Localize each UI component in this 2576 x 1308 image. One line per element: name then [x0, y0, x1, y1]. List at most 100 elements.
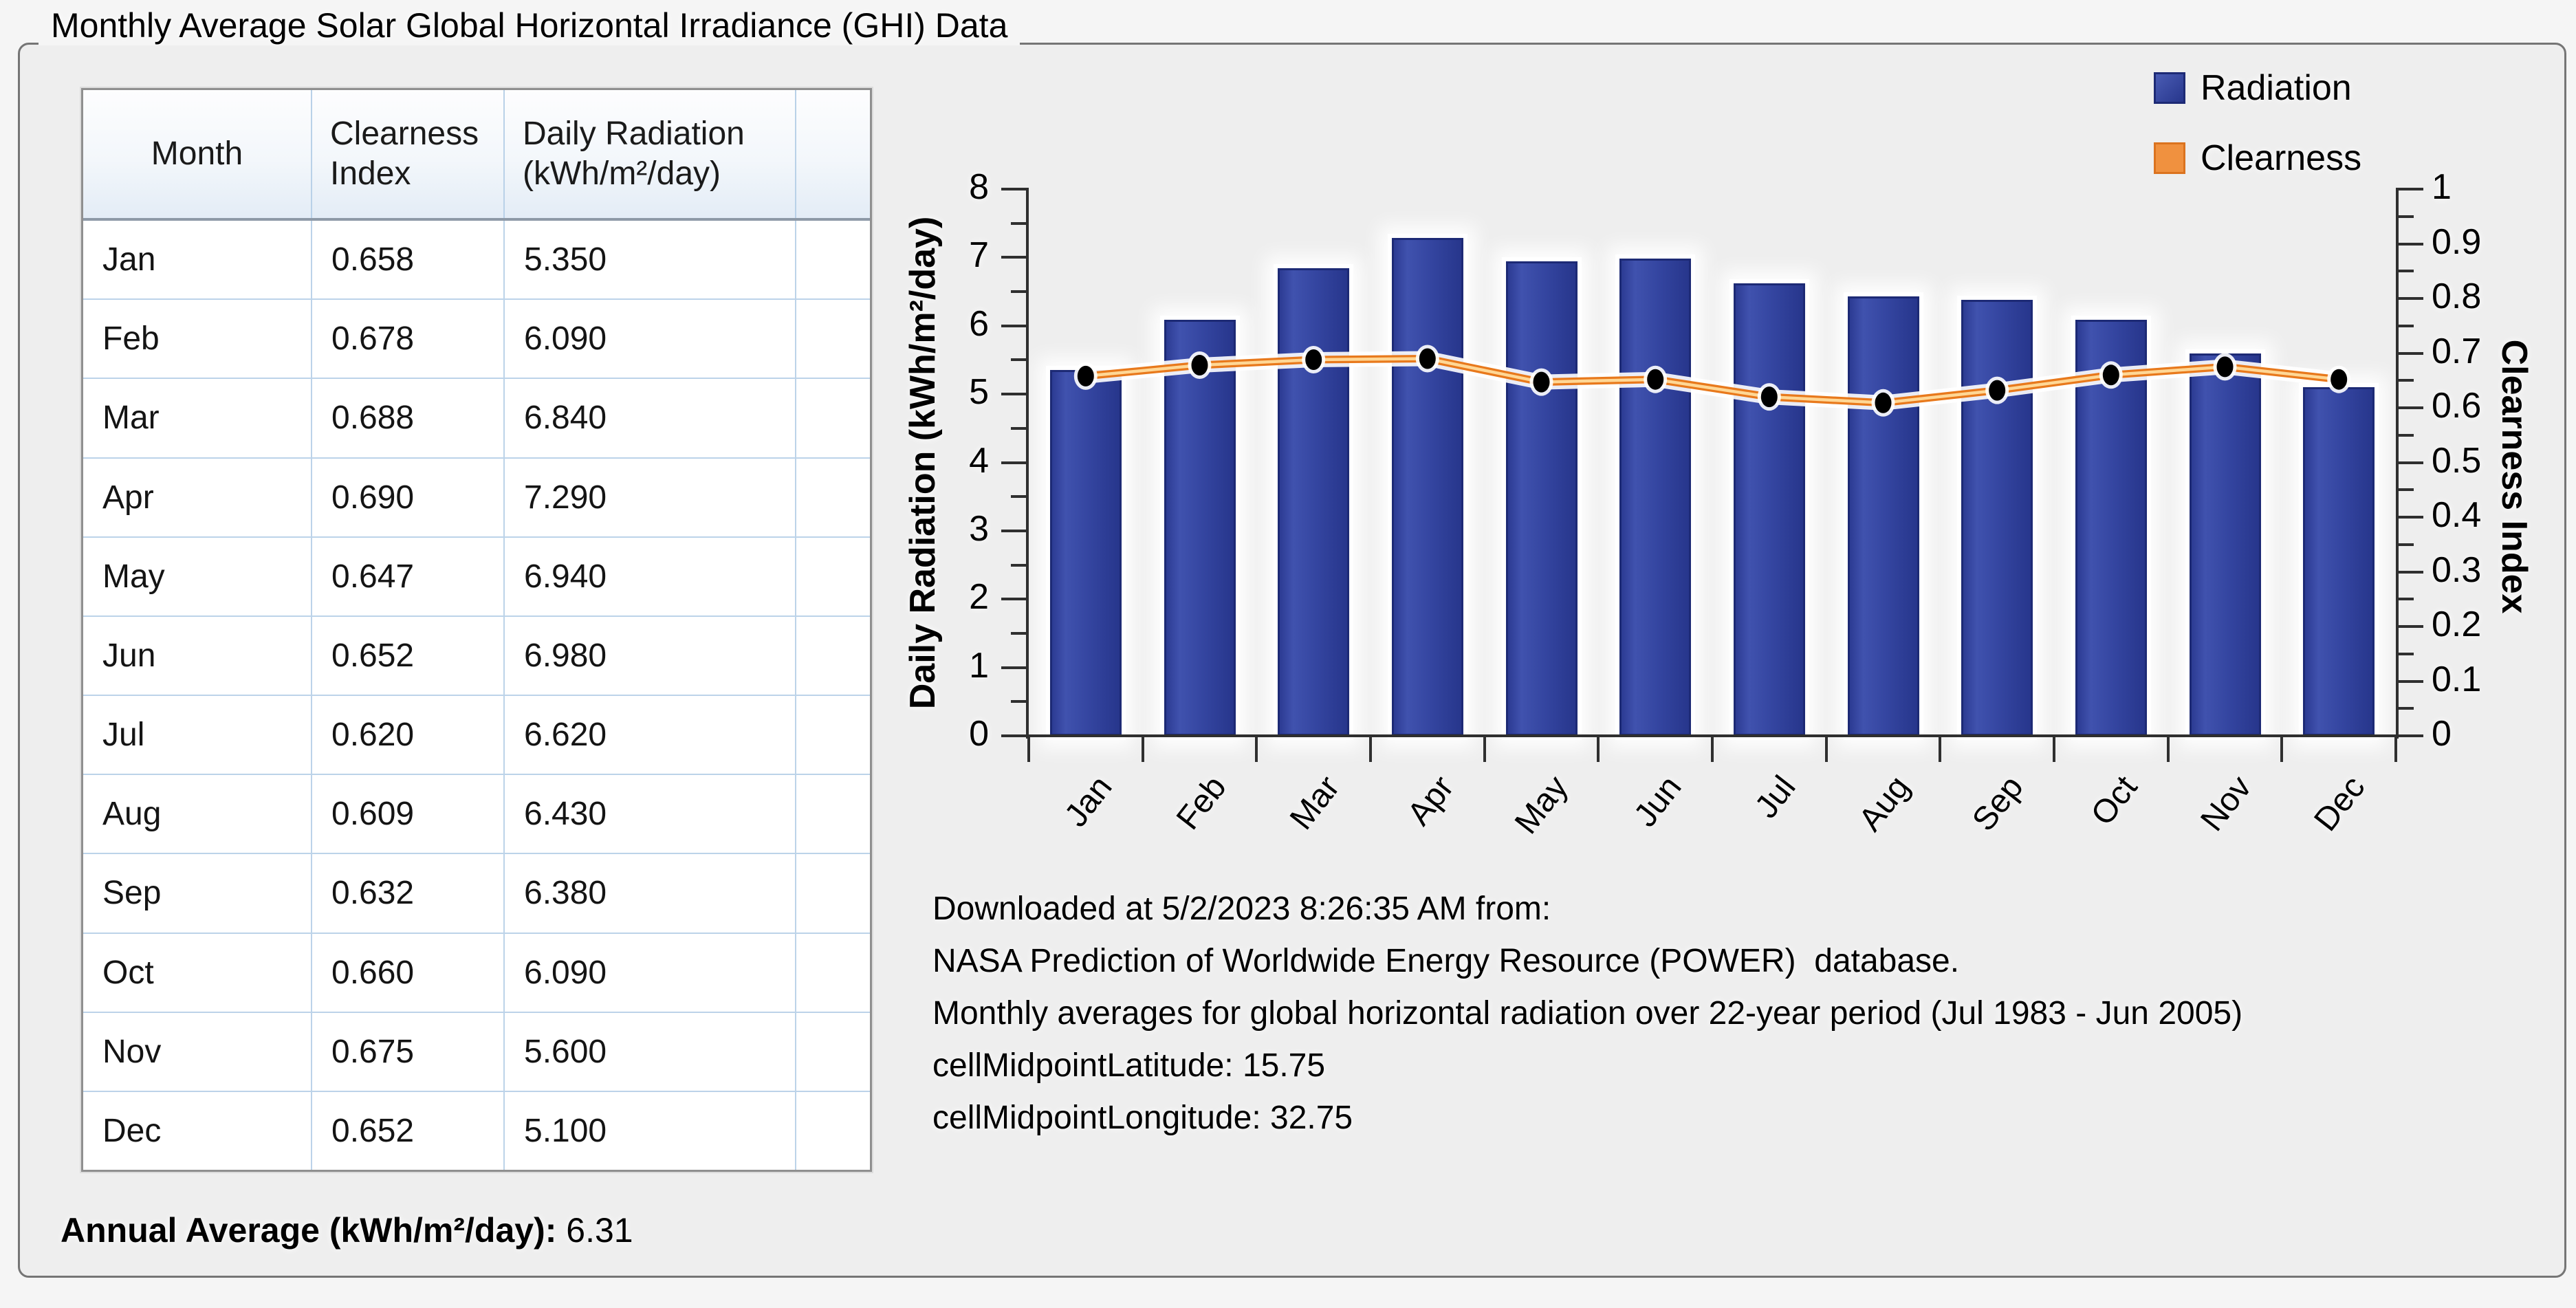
left-axis-tick-label: 8: [969, 167, 989, 207]
right-axis-tick: [2399, 598, 2414, 601]
cell-radiation-oct[interactable]: 6.090: [505, 933, 796, 1012]
cell-clearness-jan[interactable]: 0.658: [312, 221, 505, 299]
left-axis-tick: [1001, 598, 1026, 601]
cell-clearness-mar[interactable]: 0.688: [312, 379, 505, 457]
cell-radiation-mar[interactable]: 6.840: [505, 379, 796, 457]
left-axis-tick: [1001, 393, 1026, 396]
cell-empty-jul: [796, 696, 870, 774]
bar-mar: [1278, 268, 1350, 736]
cell-clearness-feb[interactable]: 0.678: [312, 300, 505, 378]
marker-aug: [1875, 392, 1892, 413]
x-axis-tick: [2394, 736, 2397, 762]
left-axis-tick-label: 3: [969, 508, 989, 549]
marker-mar: [1305, 349, 1322, 370]
right-axis-tick-label: 1: [2432, 167, 2452, 207]
cell-empty-feb: [796, 300, 870, 378]
cell-radiation-jun[interactable]: 6.980: [505, 616, 796, 695]
table-row-mar: Mar 0.688 6.840: [83, 379, 870, 459]
marker-may: [1533, 371, 1550, 393]
cell-radiation-jul[interactable]: 6.620: [505, 696, 796, 774]
left-axis-tick: [1001, 666, 1026, 669]
cell-radiation-aug[interactable]: 6.430: [505, 775, 796, 853]
cell-empty-mar: [796, 379, 870, 457]
table-row-jan: Jan 0.658 5.350: [83, 221, 870, 301]
right-axis-tick: [2399, 625, 2423, 628]
cell-radiation-sep[interactable]: 6.380: [505, 854, 796, 933]
cell-radiation-jan[interactable]: 5.350: [505, 221, 796, 299]
cell-clearness-may[interactable]: 0.647: [312, 537, 505, 615]
cell-month-jul: Jul: [83, 696, 312, 774]
cell-radiation-nov[interactable]: 5.600: [505, 1012, 796, 1091]
cell-radiation-feb[interactable]: 6.090: [505, 300, 796, 378]
cell-clearness-sep[interactable]: 0.632: [312, 854, 505, 933]
x-axis-label-nov: Nov: [2193, 769, 2259, 838]
cell-clearness-jul[interactable]: 0.620: [312, 696, 505, 774]
left-axis-tick: [1001, 256, 1026, 259]
legend-label-radiation: Radiation: [2201, 68, 2352, 108]
right-axis-tick: [2399, 297, 2423, 300]
right-axis-tick-label: 0.4: [2432, 495, 2482, 535]
left-axis-tick-label: 7: [969, 235, 989, 276]
left-axis-tick: [1001, 188, 1026, 190]
table-header-row: Month Clearness Index Daily Radiation (kWh/m…: [83, 90, 870, 221]
cell-radiation-apr[interactable]: 7.290: [505, 458, 796, 536]
right-axis-tick: [2399, 406, 2423, 409]
col-header-daily-radiation: Daily Radiation (kWh/m²/day): [505, 90, 796, 218]
cell-clearness-jun[interactable]: 0.652: [312, 616, 505, 695]
right-axis-line: [2396, 188, 2399, 739]
marker-oct: [2102, 364, 2119, 386]
marker-jan: [1077, 365, 1094, 386]
legend-swatch-clearness: [2154, 142, 2185, 174]
x-axis-label-oct: Oct: [2084, 769, 2145, 833]
table-row-nov: Nov 0.675 5.600: [83, 1012, 870, 1092]
cell-month-oct: Oct: [83, 933, 312, 1012]
cell-clearness-apr[interactable]: 0.690: [312, 458, 505, 536]
left-axis-tick: [1001, 529, 1026, 532]
cell-empty-jun: [796, 617, 870, 695]
source-text-line-3: Monthly averages for global horizontal r…: [932, 995, 2243, 1032]
bar-sep: [1961, 300, 2033, 736]
x-axis-tick: [1483, 736, 1486, 762]
cell-clearness-aug[interactable]: 0.609: [312, 775, 505, 853]
right-axis-tick: [2399, 324, 2414, 327]
table-row-jun: Jun 0.652 6.980: [83, 616, 870, 697]
marker-feb: [1191, 355, 1208, 375]
left-axis-tick: [1011, 563, 1026, 567]
cell-radiation-dec[interactable]: 5.100: [505, 1091, 796, 1170]
right-axis-title: Clearness Index: [2494, 339, 2534, 613]
cell-month-aug: Aug: [83, 775, 312, 853]
table-row-sep: Sep 0.632 6.380: [83, 854, 870, 934]
cell-month-may: May: [83, 537, 312, 615]
cell-clearness-nov[interactable]: 0.675: [312, 1012, 505, 1091]
source-text-line-2: NASA Prediction of Worldwide Energy Reso…: [932, 943, 1960, 979]
source-text-line-1: Downloaded at 5/2/2023 8:26:35 AM from:: [932, 891, 1551, 927]
right-axis-tick: [2399, 242, 2423, 246]
right-axis-tick: [2399, 679, 2423, 683]
legend-label-clearness: Clearness: [2201, 138, 2362, 178]
left-axis-tick-label: 0: [969, 714, 989, 754]
left-axis-tick: [1001, 324, 1026, 327]
clearness-line-layer: [1029, 189, 2396, 736]
cell-clearness-oct[interactable]: 0.660: [312, 933, 505, 1012]
left-axis-tick-label: 4: [969, 440, 989, 481]
legend-swatch-radiation: [2154, 72, 2185, 104]
bar-oct: [2075, 319, 2147, 736]
table-row-dec: Dec 0.652 5.100: [83, 1091, 870, 1170]
bar-nov: [2189, 353, 2261, 736]
x-axis-label-sep: Sep: [1965, 769, 2031, 838]
left-axis-tick: [1011, 221, 1026, 225]
right-axis-tick-label: 0.9: [2432, 221, 2482, 262]
cell-clearness-dec[interactable]: 0.652: [312, 1091, 505, 1170]
marker-jun: [1647, 369, 1664, 390]
legend-entry-radiation: Radiation: [2154, 67, 2352, 109]
table-row-may: May 0.647 6.940: [83, 537, 870, 617]
left-axis-tick-label: 6: [969, 303, 989, 344]
x-axis-tick: [1027, 736, 1030, 762]
cell-empty-nov: [796, 1013, 870, 1091]
left-axis-tick: [1011, 700, 1026, 704]
x-axis-tick: [2166, 736, 2170, 762]
left-axis-tick: [1011, 290, 1026, 294]
cell-radiation-may[interactable]: 6.940: [505, 537, 796, 615]
source-text-line-4: cellMidpointLatitude: 15.75: [932, 1047, 1326, 1084]
table-row-jul: Jul 0.620 6.620: [83, 696, 870, 776]
